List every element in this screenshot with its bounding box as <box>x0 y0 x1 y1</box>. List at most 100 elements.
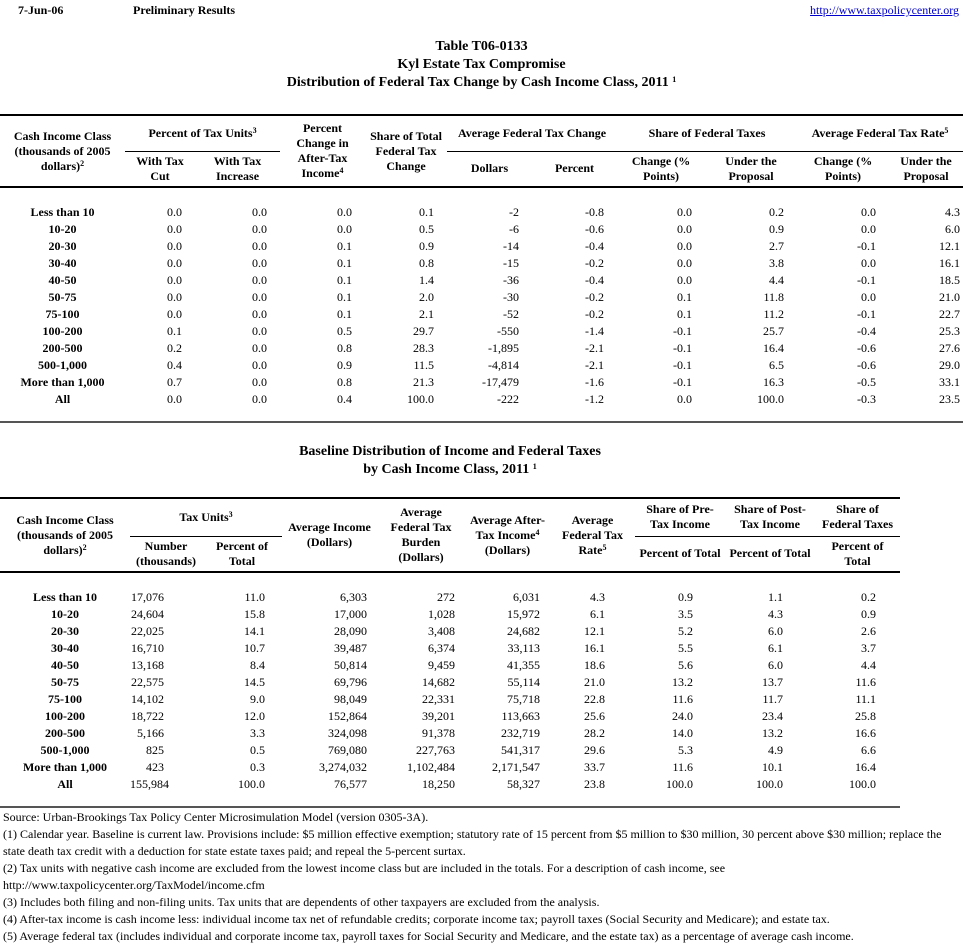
cell: -0.4 <box>585 273 605 287</box>
cell: -0.2 <box>585 307 605 321</box>
cell: 0.1 <box>337 307 353 321</box>
cell: 0.1 <box>337 256 353 270</box>
note: (2) Tax units with negative cash income … <box>3 861 726 892</box>
cell: -4,814 <box>488 358 520 372</box>
table-row: Less than 10 0.0 0.0 0.0 0.1 -2 -0.8 0.0 0.2 0.0 4… <box>0 187 963 221</box>
cell: 0.2 <box>861 590 876 604</box>
cell: -0.1 <box>673 375 693 389</box>
cell: 272 <box>437 590 455 604</box>
cell: -1.2 <box>585 392 605 406</box>
cell: 14.1 <box>244 624 265 638</box>
header-text: (Dollars) <box>484 542 531 557</box>
cell: 6.6 <box>861 743 876 757</box>
cell: 39,201 <box>422 709 455 723</box>
row-label: All <box>54 392 71 406</box>
cell: 0.0 <box>167 256 182 270</box>
cell: -0.4 <box>857 324 877 338</box>
cell: 4.3 <box>768 607 783 621</box>
cell: 152,864 <box>328 709 367 723</box>
column-header: Percent of Total <box>215 538 269 568</box>
cell: -2.1 <box>585 341 605 355</box>
cell: 2.1 <box>419 307 435 321</box>
row-label: 75-100 <box>45 307 80 321</box>
cell: 0.8 <box>419 256 435 270</box>
column-header: Percent of Total <box>639 546 721 561</box>
cell: 0.9 <box>861 607 876 621</box>
column-header: Under the Proposal <box>725 153 777 183</box>
table1: Cash Income Class (thousands of 2005 dol… <box>0 114 963 408</box>
cell: 21.0 <box>939 290 961 304</box>
cell: 14.0 <box>672 726 693 740</box>
cell: 13,168 <box>131 658 164 672</box>
cell: 25.6 <box>584 709 605 723</box>
cell: 0.0 <box>677 205 693 219</box>
column-header: Average Federal Tax Burden (Dollars) <box>390 505 452 564</box>
footnote-ref: 1 <box>532 462 537 471</box>
table-body: Less than 10 17,076 11.0 6,303 272 6,031 4.3 0.… <box>0 572 900 793</box>
column-header: Average After-Tax Income4 (Dollars) <box>465 498 550 572</box>
table-row: 100-200 18,722 12.0 152,864 39,201 113,663 25.… <box>0 708 900 725</box>
cell: 5.2 <box>678 624 693 638</box>
table-body: Less than 10 0.0 0.0 0.0 0.1 -2 -0.8 0.0 0.2 0.0 4… <box>0 187 963 408</box>
row-label: 30-40 <box>51 641 79 655</box>
cell: 25.7 <box>763 324 785 338</box>
footnote-ref: 2 <box>82 542 87 552</box>
footnote-ref: 3 <box>252 125 257 135</box>
cell: 0.0 <box>861 256 877 270</box>
cell: 0.1 <box>337 273 353 287</box>
cell: 6.0 <box>945 222 961 236</box>
header-text: Tax Units <box>179 509 229 524</box>
row-label: 10-20 <box>48 222 77 236</box>
cell: 3,274,032 <box>319 760 367 774</box>
cell: 11.8 <box>763 290 785 304</box>
cell: 0.0 <box>252 290 268 304</box>
cell: -0.6 <box>857 358 877 372</box>
group-header: Tax Units3 <box>130 498 282 537</box>
url-link[interactable]: http://www.taxpolicycenter.org <box>810 3 959 17</box>
cell: -0.1 <box>857 239 877 253</box>
column-header: Number (thousands) <box>135 538 197 568</box>
footnote-ref: 4 <box>339 166 344 175</box>
cell: 3.8 <box>769 256 785 270</box>
title-line: Kyl Estate Tax Compromise <box>397 57 566 72</box>
date: 7-Jun-06 <box>18 3 64 17</box>
cell: 14.5 <box>244 675 265 689</box>
table-header: Cash Income Class (thousands of 2005 dol… <box>0 115 963 187</box>
cell: 113,663 <box>501 709 540 723</box>
row-label: 100-200 <box>45 709 85 723</box>
cell: 3.3 <box>250 726 265 740</box>
cell: 11.1 <box>855 692 876 706</box>
cell: 16,710 <box>131 641 164 655</box>
cell: 0.0 <box>252 307 268 321</box>
table-row: 40-50 13,168 8.4 50,814 9,459 41,355 18.6 5.6 6.… <box>0 657 900 674</box>
cell: 13.2 <box>672 675 693 689</box>
cell: -15 <box>503 256 520 270</box>
table-row: More than 1,000 0.7 0.0 0.8 21.3 -17,479 -1.6 -… <box>0 374 963 391</box>
header-text: Cash Income Class (thousands of 2005 dol… <box>16 512 114 557</box>
table-header: Cash Income Class (thousands of 2005 dol… <box>0 498 900 572</box>
header-text: Percent Change in After-Tax Income <box>296 121 349 180</box>
cell: 16.1 <box>939 256 961 270</box>
cell: 6,031 <box>513 590 540 604</box>
cell: 18.5 <box>939 273 961 287</box>
cell: 0.3 <box>250 760 265 774</box>
cell: 11.2 <box>763 307 785 321</box>
cell: 100.0 <box>407 392 435 406</box>
cell: 13.2 <box>762 726 783 740</box>
cell: 0.0 <box>252 273 268 287</box>
cell: 9,459 <box>428 658 455 672</box>
cell: -1,895 <box>488 341 520 355</box>
cell: 0.0 <box>252 205 268 219</box>
table-row: 40-50 0.0 0.0 0.1 1.4 -36 -0.4 0.0 4.4 -0.1 18.5 <box>0 272 963 289</box>
cell: 0.0 <box>677 222 693 236</box>
row-label: 200-500 <box>45 726 85 740</box>
column-header: Share of Total Federal Tax Change <box>370 128 442 173</box>
cell: 6.0 <box>768 658 783 672</box>
cell: 2,171,547 <box>492 760 540 774</box>
cell: 11.0 <box>244 590 265 604</box>
title-text: by Cash Income Class, 2011 <box>363 462 530 477</box>
cell: -36 <box>503 273 520 287</box>
cell: 0.0 <box>252 341 268 355</box>
cell: 2.0 <box>419 290 435 304</box>
cell: 0.1 <box>167 324 182 338</box>
